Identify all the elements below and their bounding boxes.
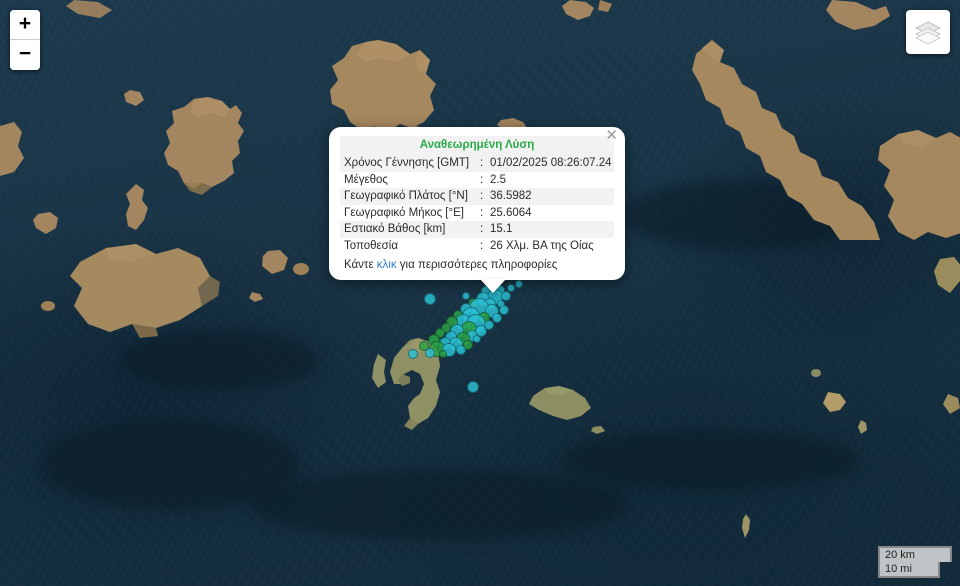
- earthquake-marker[interactable]: [419, 341, 429, 351]
- detail-value: 26 Χλμ. ΒΑ της Οίας: [490, 239, 594, 252]
- earthquake-marker[interactable]: [501, 291, 511, 301]
- detail-label: Τοποθεσία: [344, 239, 398, 252]
- bathymetry-shade: [560, 430, 860, 490]
- popup-footer: Κάντε κλικ για περισσότερες πληροφορίες: [340, 254, 614, 272]
- detail-value: 2.5: [490, 173, 506, 186]
- island-islet-south-2: [856, 418, 870, 436]
- scale-metric: 20 km: [878, 545, 952, 562]
- earthquake-marker[interactable]: [492, 313, 502, 323]
- detail-separator: :: [480, 206, 484, 219]
- detail-label: Εστιακό Βάθος [km]: [340, 221, 478, 238]
- island-paros: [150, 95, 270, 205]
- island-amorgos: [690, 40, 880, 240]
- detail-separator: :: [478, 155, 486, 172]
- detail-value: 01/02/2025 08:26:07.24: [486, 155, 614, 172]
- island-anafi-islet: [589, 424, 607, 436]
- earthquake-marker[interactable]: [425, 348, 435, 358]
- detail-label: Γεωγραφικό Μήκος [°E]: [344, 206, 464, 219]
- island-east-small-2: [940, 392, 960, 418]
- close-icon[interactable]: ✕: [605, 127, 618, 144]
- earthquake-marker[interactable]: [456, 345, 466, 355]
- detail-value: 25.6064: [490, 206, 532, 219]
- earthquake-marker[interactable]: [439, 350, 447, 358]
- detail-separator: :: [478, 221, 486, 238]
- earthquake-marker[interactable]: [462, 292, 470, 300]
- island-milos-edge: [0, 120, 26, 180]
- layers-control-button[interactable]: [906, 10, 950, 54]
- earthquake-detail-row: Χρόνος Γέννησης [GMT]:01/02/2025 08:26:0…: [340, 155, 614, 172]
- earthquake-detail-row: Γεωγραφικό Πλάτος [°N]:36.5982: [340, 188, 614, 205]
- island-east-large: [870, 128, 960, 248]
- bathymetry-shade: [250, 470, 630, 540]
- layers-stack-icon: [915, 21, 941, 44]
- detail-separator: :: [480, 239, 484, 252]
- detail-separator: :: [480, 173, 484, 186]
- scale-imperial: 10 mi: [878, 561, 940, 578]
- zoom-out-button[interactable]: −: [10, 40, 40, 70]
- popup-footer-after: για περισσότερες πληροφορίες: [396, 259, 558, 271]
- detail-separator: :: [478, 188, 486, 205]
- zoom-in-button[interactable]: +: [10, 10, 40, 40]
- scale-bar: 20 km 10 mi: [878, 545, 952, 578]
- island-nea-kameni: [396, 372, 414, 388]
- popup-pointer: [480, 279, 506, 293]
- island-east-tip-top: [822, 0, 892, 36]
- island-east-small-1: [930, 255, 960, 305]
- island-mikonos-group: [560, 0, 620, 30]
- island-antiparos: [118, 182, 162, 242]
- island-northwest-tip: [60, 0, 120, 20]
- detail-label: Γεωγραφικό Πλάτος [°N]: [340, 188, 478, 205]
- island-serifos: [258, 248, 292, 278]
- island-astypalaia: [820, 390, 850, 416]
- popup-footer-before: Κάντε: [344, 259, 377, 271]
- earthquake-detail-row: Τοποθεσία:26 Χλμ. ΒΑ της Οίας: [340, 238, 614, 255]
- earthquake-marker[interactable]: [484, 320, 494, 330]
- earthquake-detail-row: Εστιακό Βάθος [km]:15.1: [340, 221, 614, 238]
- earthquake-popup[interactable]: ✕ Αναθεωρημένη Λύση Χρόνος Γέννησης [GMT…: [329, 127, 625, 293]
- island-folegandros: [40, 300, 56, 312]
- earthquake-marker[interactable]: [467, 381, 479, 393]
- earthquake-marker[interactable]: [408, 349, 418, 359]
- earthquake-marker[interactable]: [424, 293, 436, 305]
- island-anafi: [525, 380, 595, 426]
- island-thirasia: [368, 352, 392, 392]
- earthquake-detail-row: Μέγεθος:2.5: [340, 172, 614, 189]
- earthquake-marker[interactable]: [507, 284, 515, 292]
- island-naxos: [300, 40, 470, 160]
- island-islet-south-3: [740, 512, 754, 542]
- earthquake-detail-row: Γεωγραφικό Μήκος [°E]:25.6064: [340, 205, 614, 222]
- island-tiny-kea: [292, 262, 310, 276]
- earthquake-marker[interactable]: [435, 328, 445, 338]
- bathymetry-shade: [120, 330, 320, 390]
- island-islet-south-4: [810, 368, 822, 378]
- earthquake-marker[interactable]: [499, 305, 509, 315]
- detail-value: 36.5982: [486, 188, 614, 205]
- detail-value: 15.1: [486, 221, 614, 238]
- island-small-north: [122, 88, 148, 110]
- more-info-link[interactable]: κλικ: [376, 259, 397, 271]
- island-ios-south: [246, 290, 266, 304]
- earthquake-detail-body: Χρόνος Γέννησης [GMT]:01/02/2025 08:26:0…: [340, 155, 614, 254]
- island-sikinos: [30, 210, 64, 238]
- detail-label: Μέγεθος: [344, 173, 388, 186]
- earthquake-marker[interactable]: [473, 335, 481, 343]
- island-sifnos-group: [60, 240, 260, 350]
- detail-label: Χρόνος Γέννησης [GMT]: [340, 155, 478, 172]
- zoom-control[interactable]: + −: [10, 10, 40, 70]
- earthquake-marker[interactable]: [515, 280, 523, 288]
- popup-title: Αναθεωρημένη Λύση: [340, 136, 614, 155]
- earthquake-detail-table: Χρόνος Γέννησης [GMT]:01/02/2025 08:26:0…: [340, 155, 614, 254]
